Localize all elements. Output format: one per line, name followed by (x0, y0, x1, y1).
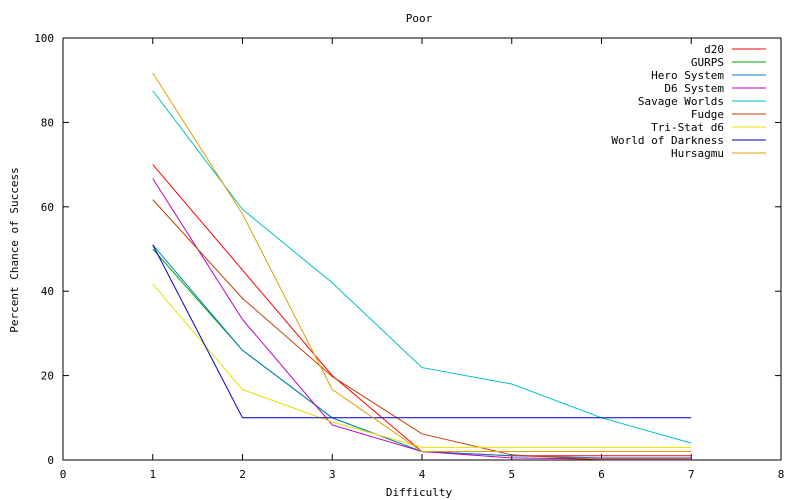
y-axis-label: Percent Chance of Success (8, 167, 21, 333)
x-tick-label: 0 (60, 468, 67, 481)
y-tick-label: 0 (47, 454, 54, 467)
x-tick-label: 8 (778, 468, 785, 481)
x-tick-label: 1 (149, 468, 156, 481)
x-tick-label: 7 (688, 468, 695, 481)
legend-label: D6 System (664, 82, 724, 95)
y-tick-label: 20 (41, 370, 54, 383)
series-line-hursagmu (152, 72, 692, 453)
series-line-world-of-darkness (152, 244, 692, 419)
legend-label: GURPS (691, 56, 724, 69)
y-tick-label: 100 (34, 32, 54, 45)
legend-label: Fudge (691, 108, 724, 121)
x-tick-label: 6 (598, 468, 605, 481)
legend-label: Tri-Stat d6 (651, 121, 724, 134)
y-tick-label: 80 (41, 116, 54, 129)
y-tick-label: 40 (41, 285, 54, 298)
legend-label: World of Darkness (611, 134, 724, 147)
series-line-tri-stat-d6 (152, 283, 692, 448)
y-tick-label: 60 (41, 201, 54, 214)
x-tick-label: 2 (239, 468, 246, 481)
legend-label: Hursagmu (671, 147, 724, 160)
series-line-d6-system (152, 178, 692, 460)
chart-title: Poor (406, 12, 433, 25)
legend-label: d20 (704, 43, 724, 56)
x-axis-label: Difficulty (386, 486, 453, 499)
x-tick-label: 5 (508, 468, 515, 481)
series-line-gurps (152, 248, 692, 453)
x-tick-label: 3 (329, 468, 336, 481)
series-line-fudge (152, 199, 692, 461)
legend-label: Savage Worlds (638, 95, 724, 108)
series-lines (152, 72, 692, 461)
series-line-d20 (152, 164, 692, 457)
x-tick-label: 4 (419, 468, 426, 481)
legend-label: Hero System (651, 69, 724, 82)
series-line-hero-system (152, 244, 692, 459)
